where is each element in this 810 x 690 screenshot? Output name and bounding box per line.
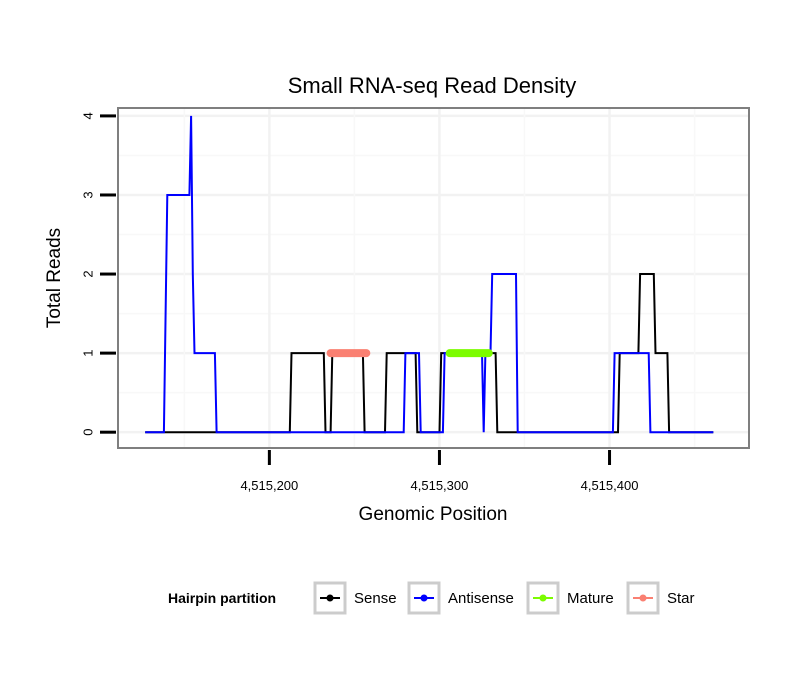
plot-panel xyxy=(118,108,749,448)
y-axis-title: Total Reads xyxy=(44,228,65,328)
legend-key-dot-star xyxy=(639,594,647,602)
chart-title: Small RNA-seq Read Density xyxy=(288,73,577,98)
y-tick-label: 2 xyxy=(81,270,96,277)
legend-title: Hairpin partition xyxy=(168,590,276,606)
legend-key-dot-mature xyxy=(539,594,547,602)
plot-border xyxy=(117,107,750,449)
data-series xyxy=(145,115,714,434)
legend-key-dot-sense xyxy=(326,594,334,602)
y-tick-label: 1 xyxy=(81,349,96,356)
y-tick-label: 0 xyxy=(81,429,96,436)
y-axis: 0 1 2 3 4 xyxy=(81,112,116,436)
x-tick-label: 4,515,400 xyxy=(581,478,639,493)
grid xyxy=(118,108,749,448)
x-axis: 4,515,200 4,515,300 4,515,400 xyxy=(240,450,638,493)
x-tick-label: 4,515,200 xyxy=(240,478,298,493)
legend-label-sense: Sense xyxy=(354,590,397,607)
x-tick-label: 4,515,300 xyxy=(411,478,469,493)
legend-label-star: Star xyxy=(667,590,695,607)
legend-label-antisense: Antisense xyxy=(448,590,514,607)
legend-key-dot-antisense xyxy=(420,594,428,602)
y-tick-label: 4 xyxy=(81,112,96,119)
x-axis-title: Genomic Position xyxy=(359,504,508,525)
legend: Hairpin partition Sense Antisense Mature St… xyxy=(168,581,695,615)
y-tick-label: 3 xyxy=(81,191,96,198)
legend-label-mature: Mature xyxy=(567,590,614,607)
antisense-series-line xyxy=(145,115,714,434)
